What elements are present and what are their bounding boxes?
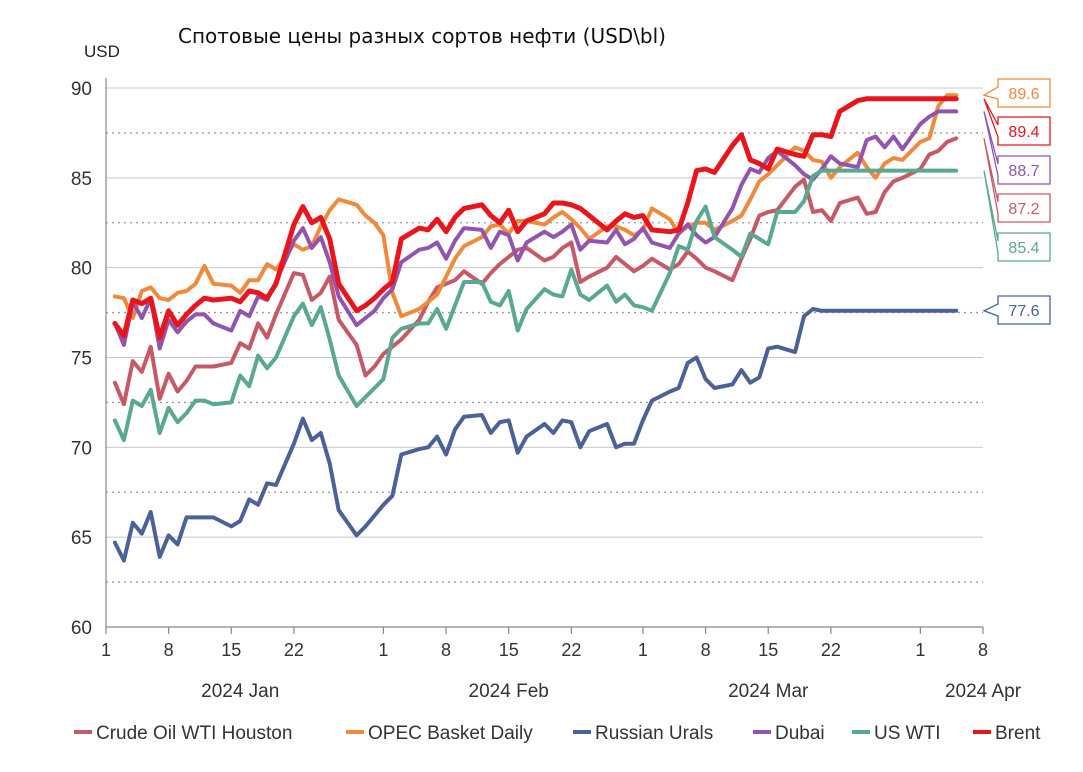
series-group bbox=[112, 93, 959, 563]
x-tick-label: 1 bbox=[915, 640, 925, 660]
series-line-russian-urals bbox=[112, 307, 959, 563]
legend-label: Russian Urals bbox=[595, 723, 713, 744]
y-tick-label: 60 bbox=[71, 618, 92, 639]
end-value-callout bbox=[983, 98, 1051, 146]
end-value-callout bbox=[983, 138, 1051, 223]
legend-label: Brent bbox=[995, 723, 1041, 744]
month-label: 2024 Mar bbox=[728, 681, 809, 702]
chart-title: Спотовые цены разных сортов нефти (USD\b… bbox=[178, 24, 666, 48]
series-line-crude-oil-wti-houston bbox=[112, 136, 959, 407]
y-axis-unit: USD bbox=[84, 42, 120, 61]
legend-label: Dubai bbox=[775, 723, 825, 744]
x-tick-label: 15 bbox=[221, 640, 241, 660]
y-tick-label: 75 bbox=[71, 349, 92, 370]
end-value-label: 88.7 bbox=[1008, 163, 1039, 180]
month-label: 2024 Feb bbox=[469, 681, 549, 702]
end-value-callout bbox=[983, 170, 1051, 262]
end-value-label: 87.2 bbox=[1008, 201, 1039, 218]
y-tick-label: 90 bbox=[71, 79, 92, 100]
x-tick-label: 8 bbox=[701, 640, 711, 660]
x-tick-label: 15 bbox=[499, 640, 519, 660]
y-tick-label: 70 bbox=[71, 438, 92, 459]
x-tick-label: 22 bbox=[821, 640, 841, 660]
month-label: 2024 Apr bbox=[945, 681, 1022, 702]
end-value-callouts: 89.6 89.4 88.7 87.2 85.4 77.6 bbox=[982, 78, 1051, 325]
x-tick-label: 1 bbox=[101, 640, 111, 660]
y-tick-label: 85 bbox=[71, 169, 92, 190]
series-line-dubai bbox=[112, 109, 959, 351]
legend: Crude Oil WTI Houston OPEC Basket Daily Ru… bbox=[74, 723, 1041, 744]
x-tick-label: 22 bbox=[561, 640, 581, 660]
end-value-label: 85.4 bbox=[1008, 240, 1039, 257]
end-value-label: 89.6 bbox=[1008, 86, 1039, 103]
y-tick-label: 65 bbox=[71, 528, 92, 549]
x-tick-label: 15 bbox=[758, 640, 778, 660]
month-label: 2024 Jan bbox=[201, 681, 279, 702]
x-tick-label: 8 bbox=[441, 640, 451, 660]
axes: 60 65 70 75 80 85 90 1 8 15 22 1 8 15 22 1 8 15 22 1 8 2024 J… bbox=[71, 78, 1022, 702]
legend-label: US WTI bbox=[874, 723, 941, 744]
end-value-label: 77.6 bbox=[1008, 303, 1039, 320]
series-line-us-wti bbox=[112, 168, 959, 443]
series-line-brent bbox=[112, 96, 959, 341]
end-value-label: 89.4 bbox=[1008, 124, 1039, 141]
end-value-callout bbox=[982, 78, 1051, 108]
y-tick-label: 80 bbox=[71, 259, 92, 280]
legend-label: Crude Oil WTI Houston bbox=[96, 723, 292, 744]
series-line-opec-basket-daily bbox=[112, 93, 959, 320]
x-tick-label: 22 bbox=[284, 640, 304, 660]
x-tick-label: 8 bbox=[164, 640, 174, 660]
end-value-callout bbox=[982, 295, 1051, 325]
legend-label: OPEC Basket Daily bbox=[368, 723, 533, 744]
x-tick-label: 8 bbox=[978, 640, 988, 660]
grid bbox=[106, 87, 983, 583]
end-value-callout bbox=[983, 111, 1051, 185]
x-tick-label: 1 bbox=[378, 640, 388, 660]
x-tick-label: 1 bbox=[638, 640, 648, 660]
